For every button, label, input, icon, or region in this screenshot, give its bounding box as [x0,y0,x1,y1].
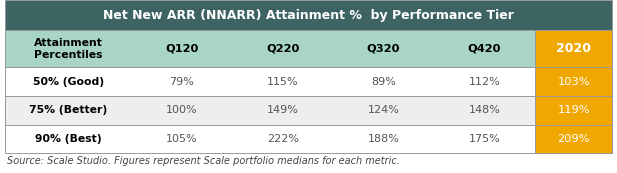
Text: 148%: 148% [468,105,500,115]
Text: Q420: Q420 [468,44,501,54]
Bar [535,67,612,96]
Bar [535,30,612,67]
Text: Q320: Q320 [367,44,400,54]
Bar [535,96,612,125]
Text: 112%: 112% [469,77,500,87]
Text: 2020: 2020 [556,42,591,55]
Text: 105%: 105% [166,134,197,144]
Text: 100%: 100% [166,105,197,115]
Text: Q120: Q120 [165,44,199,54]
Text: 209%: 209% [557,134,590,144]
Text: Source: Scale Studio. Figures represent Scale portfolio medians for each metric.: Source: Scale Studio. Figures represent … [7,156,400,166]
Bar [535,125,612,153]
Bar [5,96,612,125]
Text: 115%: 115% [267,77,299,87]
Bar [5,0,612,30]
Text: Q220: Q220 [266,44,299,54]
Text: 222%: 222% [267,134,299,144]
Bar [5,30,612,67]
Text: 50% (Good): 50% (Good) [33,77,104,87]
Text: 149%: 149% [267,105,299,115]
Bar [5,67,612,96]
Text: 103%: 103% [557,77,590,87]
Text: 175%: 175% [469,134,500,144]
Text: 90% (Best): 90% (Best) [35,134,101,144]
Text: 75% (Better): 75% (Better) [29,105,107,115]
Text: 124%: 124% [368,105,400,115]
Bar [5,125,612,153]
Text: 89%: 89% [371,77,396,87]
Text: Net New ARR (NNARR) Attainment %  by Performance Tier: Net New ARR (NNARR) Attainment % by Perf… [103,9,514,22]
Text: 79%: 79% [170,77,194,87]
Text: Attainment
Percentiles: Attainment Percentiles [34,38,102,60]
Text: 188%: 188% [368,134,400,144]
Text: 119%: 119% [557,105,590,115]
